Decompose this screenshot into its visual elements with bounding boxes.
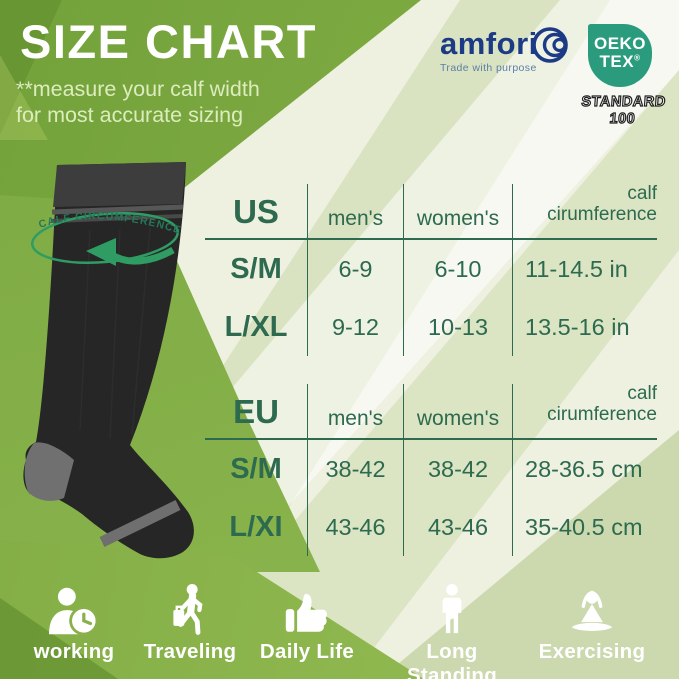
table-rule (205, 238, 657, 240)
activity-exercising: Exercising (522, 584, 662, 664)
activity-long-standing: Long Standing (382, 584, 522, 679)
calf-arrowhead (86, 238, 116, 266)
thumbs-up-icon (237, 584, 377, 636)
activity-label: Traveling (143, 640, 237, 663)
sock-cuff (53, 162, 186, 207)
col-header-calf: calf cirumference (512, 183, 657, 238)
table-rule (205, 438, 657, 440)
traveler-icon (120, 584, 260, 636)
calf-arrow-swoosh (112, 246, 175, 265)
col-header-mens: men's (307, 184, 403, 238)
oeko-standard-100: STANDARD 100 (580, 93, 667, 127)
table-row: S/M 38-42 38-42 28-36.5 cm (205, 440, 657, 498)
eu-size-table: EU men's women's calf cirumference S/M 3… (205, 383, 657, 556)
amfori-spiral-icon (532, 27, 568, 63)
calf-arrow-ellipse (30, 212, 180, 264)
table-row: S/M 6-9 6-10 11-14.5 in (205, 240, 657, 298)
person-clock-icon (4, 584, 144, 636)
col-header-mens: men's (307, 384, 403, 438)
sock-heel-patch (24, 442, 74, 501)
oeko-tex-badge: OEKO TEX® (588, 24, 652, 87)
registered-mark: ® (634, 53, 641, 63)
oeko-line1: OEKO (593, 34, 647, 53)
amfori-logo: amfori Trade with purpose (440, 28, 538, 74)
eu-table-header: EU men's women's calf cirumference (205, 383, 657, 438)
amfori-tagline: Trade with purpose (440, 62, 537, 74)
activity-label: Exercising (538, 640, 646, 663)
sock-illustration: CALF CIRCUMFERENCE (23, 162, 194, 559)
activity-traveling: Traveling (120, 584, 260, 664)
activity-label: Daily Life (259, 640, 355, 663)
col-header-calf: calf cirumference (512, 383, 657, 438)
subtitle-line-2: for most accurate sizing (16, 103, 244, 128)
subtitle: **measure your calf width for most accur… (16, 76, 260, 128)
activity-working: working (4, 584, 144, 664)
sock-toe-stripe (99, 500, 181, 547)
table-row: L/XL 9-12 10-13 13.5-16 in (205, 298, 657, 356)
activity-label: Long Standing (406, 640, 498, 679)
page-title: SIZE CHART (20, 15, 317, 68)
col-header-womens: women's (403, 184, 512, 238)
yoga-icon (522, 584, 662, 636)
us-size-table: US men's women's calf cirumference S/M 6… (205, 183, 657, 356)
activity-label: working (33, 640, 115, 663)
region-label-eu: EU (233, 393, 279, 430)
col-header-womens: women's (403, 384, 512, 438)
activity-daily-life: Daily Life (237, 584, 377, 664)
standing-person-icon (382, 584, 522, 636)
us-table-header: US men's women's calf cirumference (205, 183, 657, 238)
region-label-us: US (233, 193, 279, 230)
table-row: L/XI 43-46 43-46 35-40.5 cm (205, 498, 657, 556)
subtitle-line-1: **measure your calf width (16, 77, 260, 101)
amfori-wordmark: amfori (440, 26, 538, 61)
oeko-line2: TEX® (599, 51, 641, 71)
